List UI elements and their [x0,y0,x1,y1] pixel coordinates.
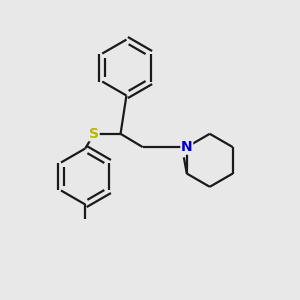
Text: S: S [89,127,99,141]
Text: N: N [181,140,193,154]
